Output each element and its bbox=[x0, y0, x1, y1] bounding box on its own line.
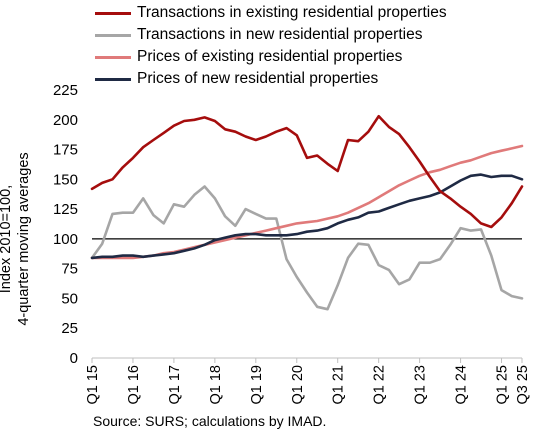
x-tick-label: Q1 25 bbox=[495, 365, 511, 405]
x-tick-label: Q1 21 bbox=[331, 365, 347, 405]
legend-swatch bbox=[95, 77, 131, 81]
y-tick-label: 175 bbox=[53, 142, 78, 159]
x-tick-label: Q1 16 bbox=[126, 365, 142, 405]
legend-label: Prices of existing residential propertie… bbox=[137, 48, 403, 65]
x-tick-label: Q1 24 bbox=[454, 365, 470, 405]
y-tick-label: 200 bbox=[53, 112, 78, 129]
legend-swatch bbox=[95, 33, 131, 37]
legend-item: Prices of new residential properties bbox=[95, 68, 447, 90]
x-tick-label: Q1 23 bbox=[413, 365, 429, 405]
source-note: Source: SURS; calculations by IMAD. bbox=[93, 413, 327, 429]
legend-item: Prices of existing residential propertie… bbox=[95, 46, 447, 68]
x-tick-label: Q1 18 bbox=[208, 365, 224, 405]
series-line bbox=[90, 144, 524, 260]
x-tick-label: Q1 20 bbox=[290, 365, 306, 405]
x-tick-label: Q1 22 bbox=[372, 365, 388, 405]
legend-label: Prices of new residential properties bbox=[137, 70, 379, 87]
series-line bbox=[90, 185, 524, 311]
x-tick-label: Q3 25 bbox=[515, 365, 531, 405]
y-tick-label: 75 bbox=[61, 261, 78, 278]
legend-item: Transactions in existing residential pro… bbox=[95, 2, 447, 24]
legend-label: Transactions in existing residential pro… bbox=[137, 4, 447, 21]
legend-swatch bbox=[95, 55, 131, 59]
x-tick-label: Q1 19 bbox=[249, 365, 265, 405]
chart-legend: Transactions in existing residential pro… bbox=[95, 2, 447, 90]
legend-label: Transactions in new residential properti… bbox=[137, 26, 423, 43]
y-tick-label: 0 bbox=[70, 350, 78, 367]
y-tick-label: 100 bbox=[53, 231, 78, 248]
series-line bbox=[90, 114, 524, 229]
legend-swatch bbox=[95, 11, 131, 15]
x-tick-label: Q1 17 bbox=[167, 365, 183, 405]
y-tick-label: 150 bbox=[53, 171, 78, 188]
legend-item: Transactions in new residential properti… bbox=[95, 24, 447, 46]
y-tick-label: 50 bbox=[61, 290, 78, 307]
y-tick-label: 225 bbox=[53, 82, 78, 99]
x-tick-label: Q1 15 bbox=[85, 365, 101, 405]
series-line bbox=[90, 173, 524, 260]
y-tick-label: 25 bbox=[61, 320, 78, 337]
y-tick-label: 125 bbox=[53, 201, 78, 218]
